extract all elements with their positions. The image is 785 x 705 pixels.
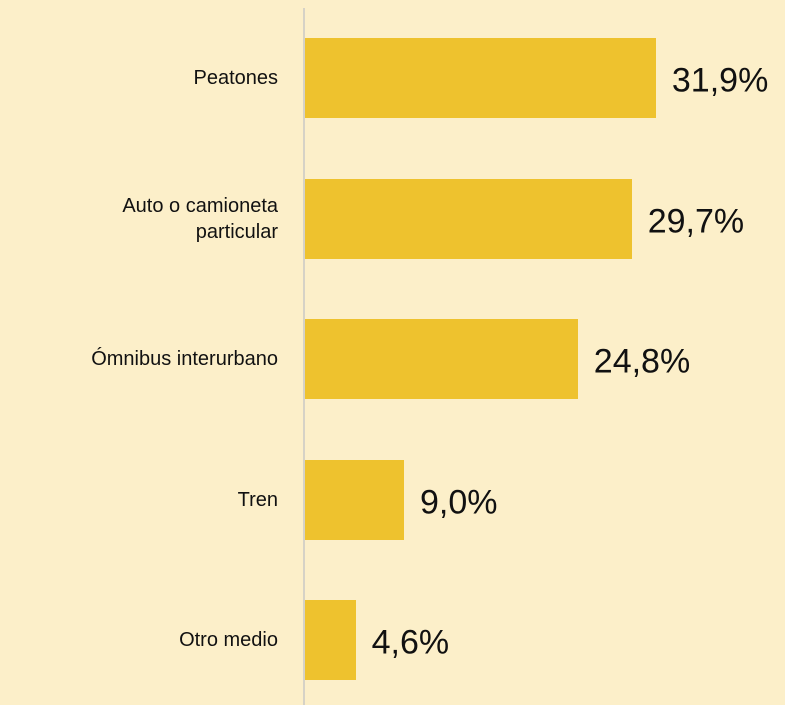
value-label: 29,7% [647, 202, 745, 240]
bar [305, 319, 578, 399]
bar [305, 178, 632, 259]
bar [305, 459, 404, 540]
value-label: 24,8% [593, 342, 691, 381]
category-label: Tren [237, 488, 278, 511]
axis-line [303, 8, 305, 705]
value-label: 4,6% [371, 623, 450, 662]
value-label: 9,0% [420, 483, 498, 521]
bar [305, 38, 656, 118]
category-label: Auto o camioneta particular [122, 194, 278, 243]
category-label: Otro medio [179, 629, 278, 651]
value-label: 31,9% [671, 61, 769, 100]
category-label: Peatones [193, 67, 278, 89]
category-label: Ómnibus interurbano [91, 348, 278, 370]
bar [305, 600, 356, 680]
